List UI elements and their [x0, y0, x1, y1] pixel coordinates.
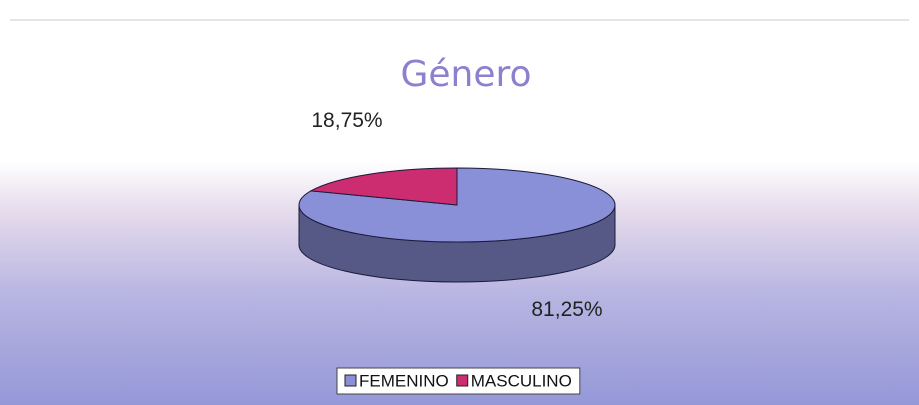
data-label: 81,25% [531, 298, 602, 321]
legend-label: MASCULINO [471, 371, 572, 390]
data-label: 18,75% [311, 109, 382, 132]
legend-swatch [344, 374, 357, 387]
chart-title: Género [400, 54, 531, 95]
legend: FEMENINO MASCULINO [336, 367, 581, 395]
legend-swatch [456, 374, 469, 387]
pie-slice [309, 167, 458, 206]
pie: 81,25% 18,75% [298, 109, 616, 321]
legend-label: FEMENINO [359, 371, 449, 390]
